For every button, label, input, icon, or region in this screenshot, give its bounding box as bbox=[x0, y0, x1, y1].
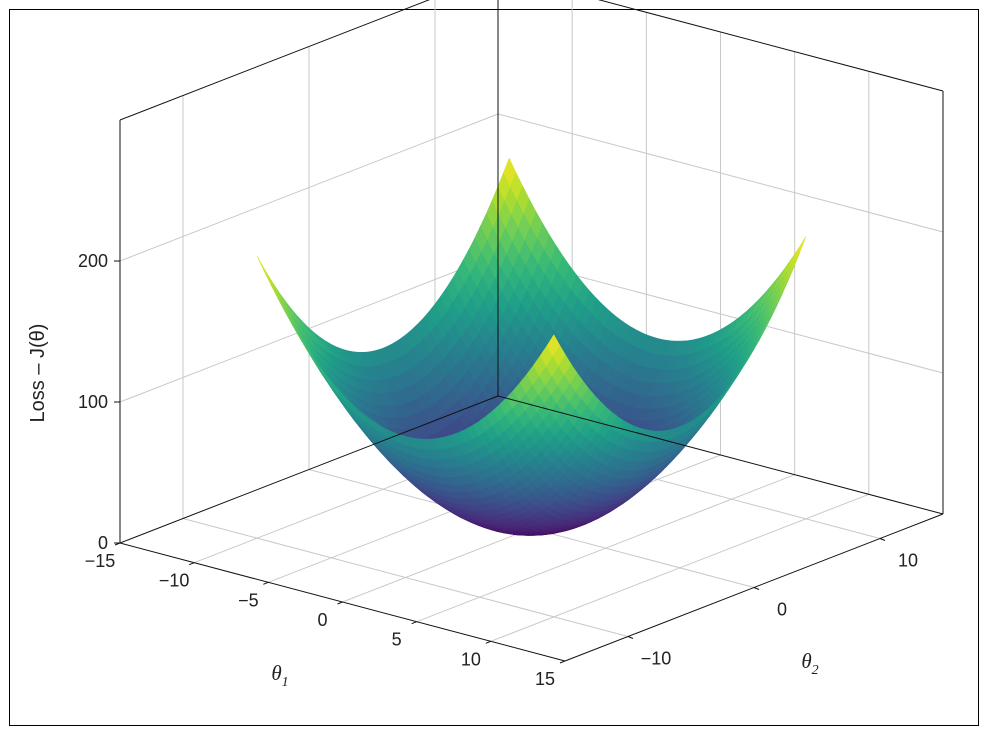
z-tick-label: 0 bbox=[98, 533, 108, 553]
x-tick-mark bbox=[337, 601, 343, 605]
box-edge bbox=[119, 0, 430, 121]
x-tick-label: −15 bbox=[85, 551, 116, 571]
y-tick-mark bbox=[627, 636, 634, 639]
floor-gridline-y bbox=[182, 518, 629, 637]
y-tick-label: −10 bbox=[641, 649, 672, 669]
box-edge bbox=[497, 395, 944, 515]
z-tick-label: 100 bbox=[78, 392, 108, 412]
x-tick-mark bbox=[263, 581, 269, 585]
x-tick-label: 5 bbox=[392, 630, 402, 650]
x-axis-label: θ1 bbox=[271, 661, 288, 690]
wall-gridline-z bbox=[119, 113, 499, 262]
z-axis-label: Loss – J(θ) bbox=[27, 324, 49, 423]
y-tick-mark bbox=[879, 538, 886, 541]
box-edge bbox=[597, 0, 944, 92]
x-tick-label: 0 bbox=[317, 610, 327, 630]
surface-patch bbox=[546, 334, 560, 357]
y-tick-label: 10 bbox=[898, 551, 918, 571]
wall-gridline-z bbox=[497, 113, 944, 233]
x-tick-mark bbox=[559, 660, 566, 664]
y-axis-label: θ2 bbox=[801, 649, 818, 678]
y-tick-label: 0 bbox=[777, 600, 787, 620]
x-tick-mark bbox=[411, 621, 417, 625]
x-tick-mark bbox=[188, 562, 195, 566]
box-edge bbox=[119, 395, 499, 544]
x-tick-label: −5 bbox=[238, 590, 259, 610]
x-tick-label: −10 bbox=[159, 571, 190, 591]
y-tick-mark bbox=[753, 587, 760, 590]
surface-patch bbox=[793, 236, 807, 263]
z-tick-label: 200 bbox=[78, 251, 108, 271]
x-tick-label: 10 bbox=[461, 649, 481, 669]
x-tick-label: 15 bbox=[535, 669, 555, 689]
surface-layer bbox=[256, 157, 807, 536]
x-tick-mark bbox=[485, 640, 492, 644]
